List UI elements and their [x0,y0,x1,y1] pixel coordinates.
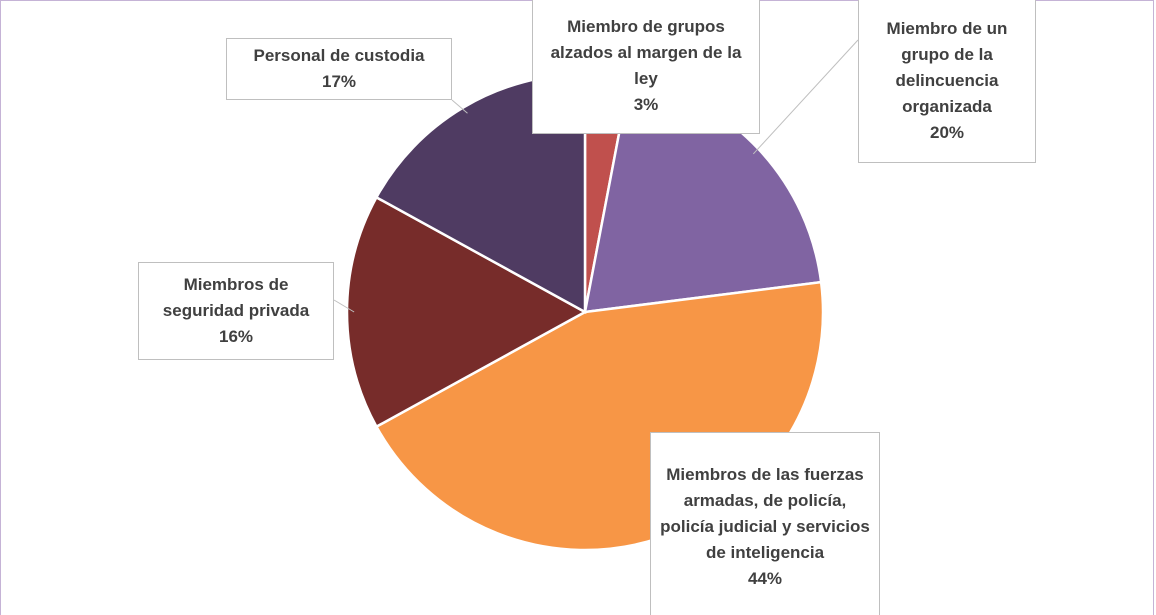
leader-line [752,39,859,155]
label-name: Miembros de las fuerzas armadas, de poli… [660,465,870,562]
label-name: Miembros de seguridad privada [162,275,310,320]
leader-line [333,299,355,313]
data-label: Miembro de grupos alzados al margen de l… [532,0,760,134]
data-label: Personal de custodia 17% [226,38,452,100]
label-name: Miembro de grupos alzados al margen de l… [550,17,742,88]
label-value: 44% [747,569,783,588]
data-label: Miembros de las fuerzas armadas, de poli… [650,432,880,615]
pie-slice [345,195,588,429]
label-value: 3% [633,95,659,114]
data-label: Miembros de seguridad privada 16% [138,262,334,360]
label-value: 17% [321,72,357,91]
label-value: 16% [218,327,254,346]
label-name: Personal de custodia [253,46,425,65]
label-value: 20% [929,122,965,142]
data-label: Miembro de un grupo de la delincuencia o… [858,0,1036,163]
label-name: Miembro de un grupo de la delincuencia o… [886,18,1008,116]
leader-line [451,99,468,114]
